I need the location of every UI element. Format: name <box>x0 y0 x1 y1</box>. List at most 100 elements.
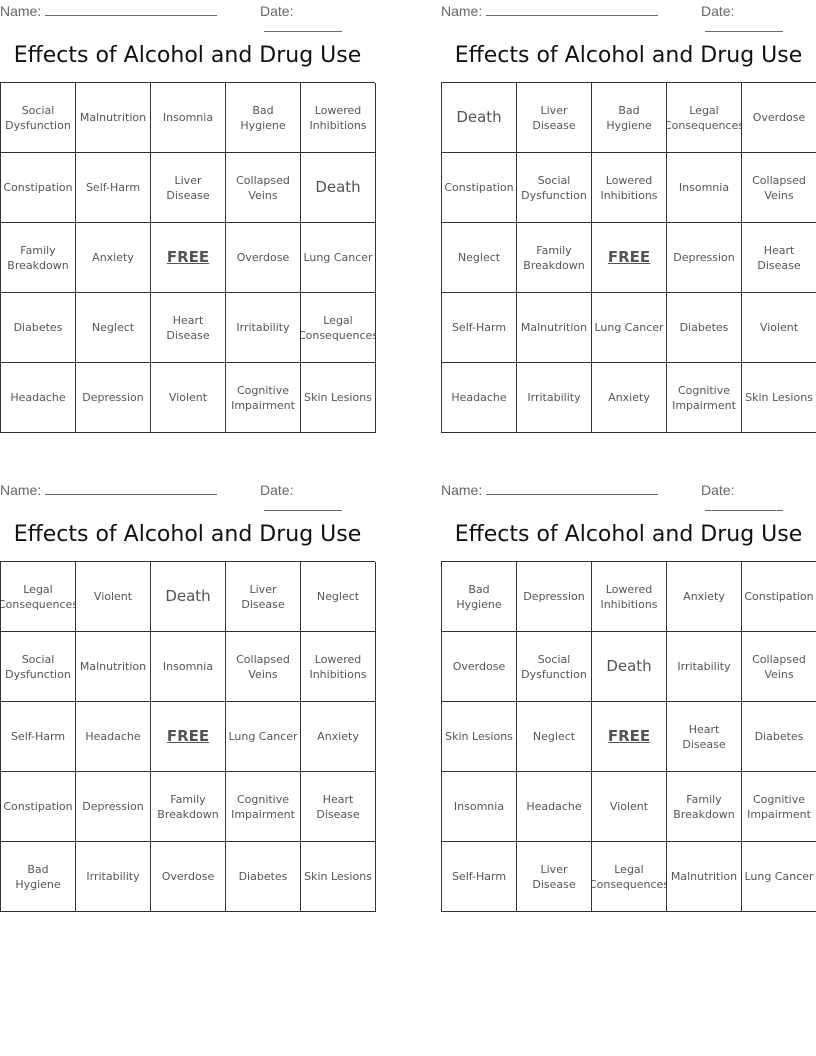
card-header: Name: Date: <box>441 479 816 511</box>
bingo-cell: Family Breakdown <box>151 772 226 842</box>
bingo-cell: Bad Hygiene <box>442 562 517 632</box>
card-title: Effects of Alcohol and Drug Use <box>454 522 803 547</box>
bingo-cell: Headache <box>442 363 517 433</box>
bingo-cell: Legal Consequences <box>592 842 667 912</box>
bingo-cell: Cognitive Impairment <box>226 772 301 842</box>
bingo-card: Name: Date: Effects of Alcohol and Drug Us… <box>441 0 816 433</box>
bingo-cell: Anxiety <box>592 363 667 433</box>
date-label: Date: <box>260 3 294 19</box>
bingo-cell: Family Breakdown <box>517 223 592 293</box>
bingo-cell: Overdose <box>151 842 226 912</box>
bingo-cell: Irritability <box>517 363 592 433</box>
bingo-cell: Heart Disease <box>151 293 226 363</box>
date-field: Date: <box>260 482 375 514</box>
bingo-cell: Malnutrition <box>517 293 592 363</box>
bingo-cell: Lowered Inhibitions <box>592 153 667 223</box>
bingo-cell: Skin Lesions <box>301 842 376 912</box>
name-field: Name: <box>441 3 659 19</box>
bingo-grid: Social Dysfunction Malnutrition Insomnia Ba… <box>0 82 376 433</box>
card-header: Name: Date: <box>441 0 816 32</box>
bingo-cell: Self-Harm <box>442 293 517 363</box>
bingo-cell: Self-Harm <box>1 702 76 772</box>
card-title: Effects of Alcohol and Drug Use <box>13 43 362 68</box>
bingo-cell: Lung Cancer <box>592 293 667 363</box>
name-field: Name: <box>0 482 218 498</box>
bingo-cell: Diabetes <box>742 702 816 772</box>
bingo-cell: Death <box>592 632 667 702</box>
name-blank-line <box>486 3 659 16</box>
bingo-cell: Constipation <box>742 562 816 632</box>
bingo-cell: Family Breakdown <box>667 772 742 842</box>
name-field: Name: <box>0 3 218 19</box>
card-header: Name: Date: <box>0 479 375 511</box>
bingo-cell: Anxiety <box>667 562 742 632</box>
bingo-cell: Collapsed Veins <box>742 153 816 223</box>
bingo-cell: Constipation <box>1 772 76 842</box>
free-space-cell: FREE <box>151 223 226 293</box>
bingo-cell: Overdose <box>226 223 301 293</box>
bingo-cell: Overdose <box>442 632 517 702</box>
date-blank-line <box>264 498 342 511</box>
bingo-cell: Social Dysfunction <box>517 632 592 702</box>
date-blank-line <box>705 498 783 511</box>
bingo-cell: Insomnia <box>151 632 226 702</box>
bingo-cell: Heart Disease <box>742 223 816 293</box>
bingo-cell: Heart Disease <box>301 772 376 842</box>
card-header: Name: Date: <box>0 0 375 32</box>
name-label: Name: <box>441 482 483 498</box>
bingo-cell: Cognitive Impairment <box>742 772 816 842</box>
bingo-cell: Neglect <box>76 293 151 363</box>
bingo-cell: Cognitive Impairment <box>667 363 742 433</box>
bingo-cell: Self-Harm <box>76 153 151 223</box>
bingo-cell: Social Dysfunction <box>1 83 76 153</box>
bingo-cell: Cognitive Impairment <box>226 363 301 433</box>
bingo-cell: Skin Lesions <box>442 702 517 772</box>
bingo-cell: Depression <box>517 562 592 632</box>
date-label: Date: <box>260 482 294 498</box>
bingo-grid: Legal Consequences Violent Death Liver Dise… <box>0 561 376 912</box>
date-blank-line <box>705 19 783 32</box>
bingo-card: Name: Date: Effects of Alcohol and Drug Us… <box>441 479 816 912</box>
bingo-cell: Collapsed Veins <box>226 153 301 223</box>
bingo-card: Name: Date: Effects of Alcohol and Drug Us… <box>0 0 376 433</box>
free-space-cell: FREE <box>151 702 226 772</box>
bingo-cell: Irritability <box>667 632 742 702</box>
bingo-cell: Headache <box>1 363 76 433</box>
bingo-cell: Bad Hygiene <box>1 842 76 912</box>
bingo-cell: Insomnia <box>442 772 517 842</box>
bingo-cell: Irritability <box>226 293 301 363</box>
bingo-cell: Lowered Inhibitions <box>301 83 376 153</box>
date-field: Date: <box>260 3 375 35</box>
card-title: Effects of Alcohol and Drug Use <box>13 522 362 547</box>
date-blank-line <box>264 19 342 32</box>
bingo-cell: Skin Lesions <box>742 363 816 433</box>
bingo-cell: Depression <box>76 363 151 433</box>
name-blank-line <box>486 482 659 495</box>
name-label: Name: <box>441 3 483 19</box>
bingo-cell: Anxiety <box>76 223 151 293</box>
name-label: Name: <box>0 3 42 19</box>
bingo-cell: Diabetes <box>667 293 742 363</box>
bingo-cell: Depression <box>76 772 151 842</box>
bingo-cell: Family Breakdown <box>1 223 76 293</box>
bingo-cell: Bad Hygiene <box>226 83 301 153</box>
bingo-cell: Violent <box>592 772 667 842</box>
bingo-cell: Lung Cancer <box>301 223 376 293</box>
date-field: Date: <box>701 3 816 35</box>
bingo-cell: Neglect <box>517 702 592 772</box>
bingo-cell: Self-Harm <box>442 842 517 912</box>
name-field: Name: <box>441 482 659 498</box>
bingo-cell: Insomnia <box>151 83 226 153</box>
bingo-cell: Social Dysfunction <box>1 632 76 702</box>
bingo-cell: Liver Disease <box>517 83 592 153</box>
date-label: Date: <box>701 482 735 498</box>
bingo-cell: Social Dysfunction <box>517 153 592 223</box>
bingo-cell: Depression <box>667 223 742 293</box>
bingo-cell: Constipation <box>442 153 517 223</box>
bingo-cell: Neglect <box>442 223 517 293</box>
bingo-cell: Malnutrition <box>76 83 151 153</box>
bingo-cell: Lung Cancer <box>226 702 301 772</box>
date-label: Date: <box>701 3 735 19</box>
bingo-cell: Violent <box>151 363 226 433</box>
bingo-cell: Irritability <box>76 842 151 912</box>
